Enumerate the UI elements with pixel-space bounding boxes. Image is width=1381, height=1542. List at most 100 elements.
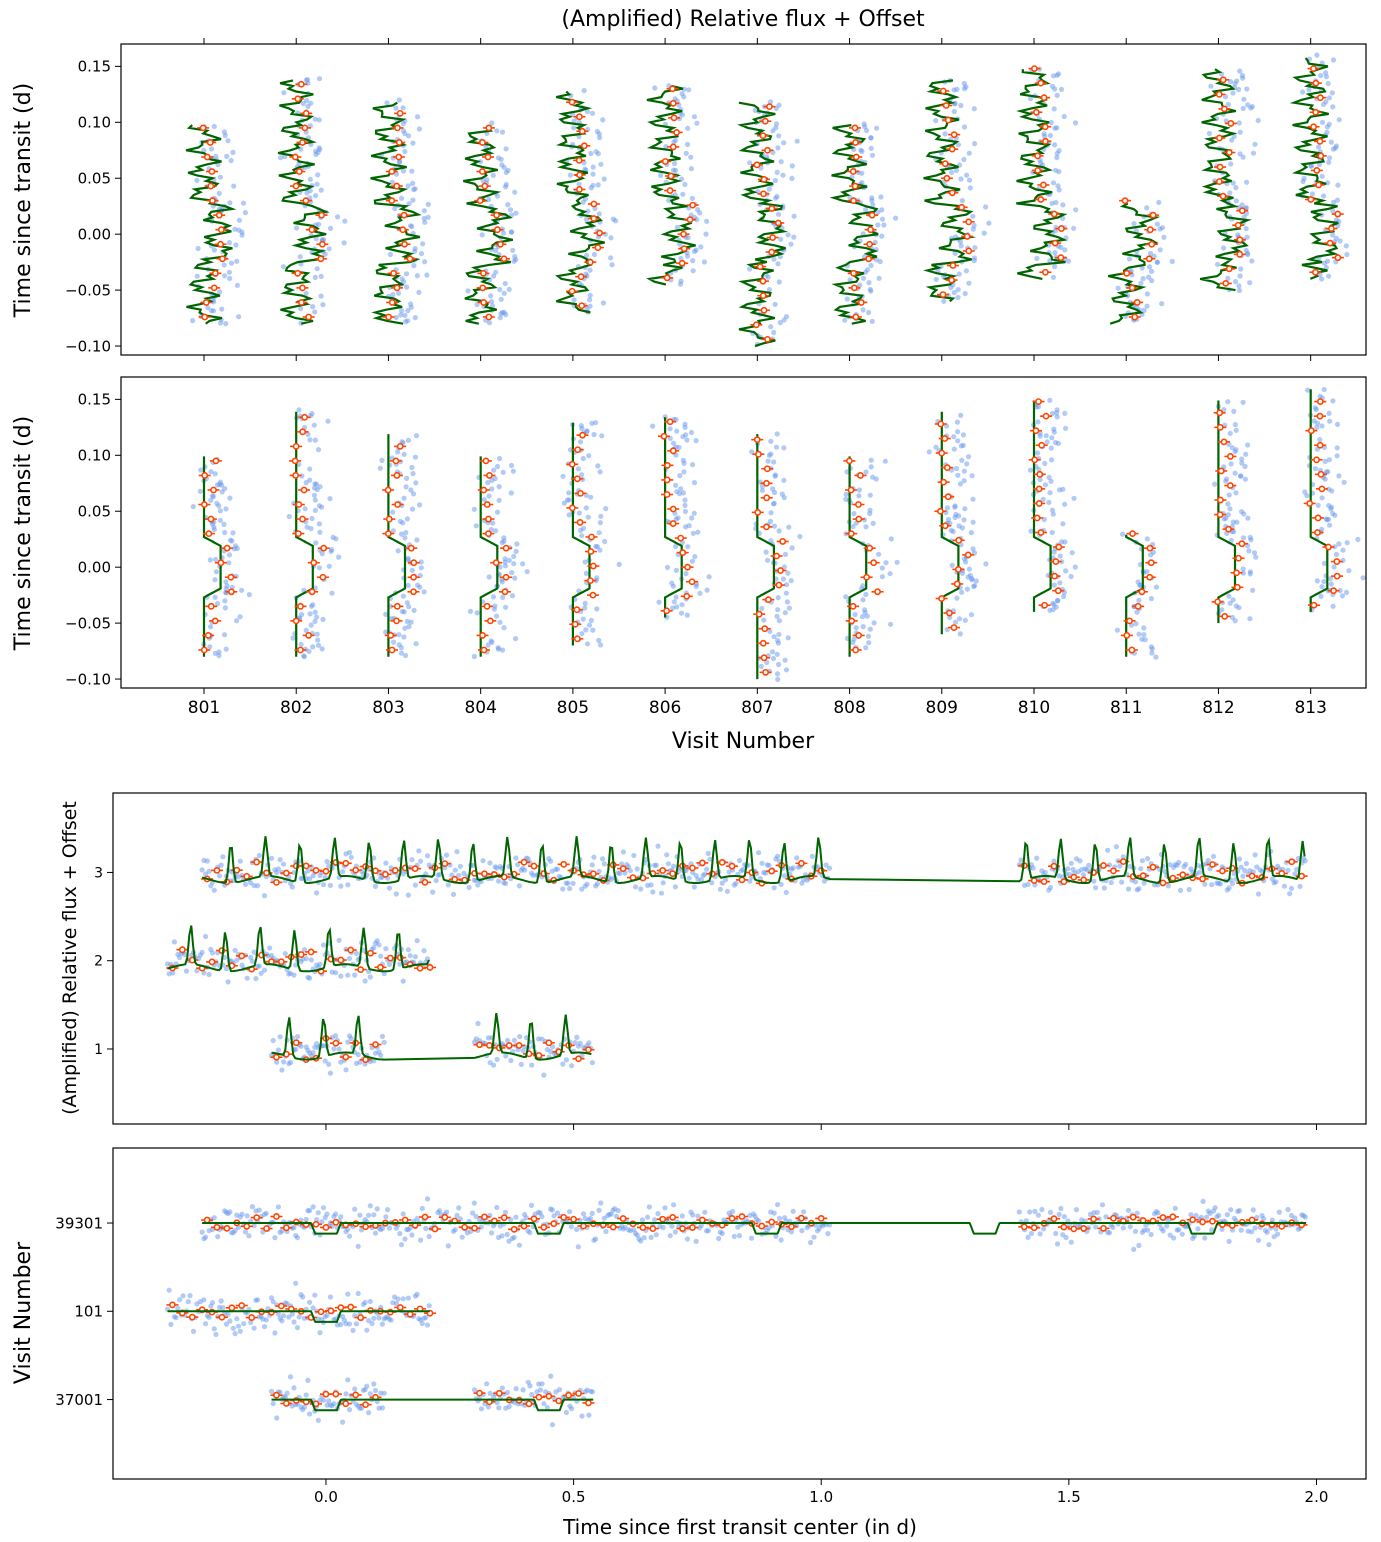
p4-point [1250, 1207, 1256, 1213]
p1-point [1144, 303, 1150, 309]
p3-point [1077, 858, 1083, 864]
p1-point [842, 317, 848, 323]
p2-binned-point [775, 581, 783, 589]
p3-point [1051, 858, 1057, 864]
p4-point [528, 1202, 535, 1208]
p3-point [560, 1061, 566, 1067]
p1-binned-point [1326, 239, 1334, 247]
p2-point [688, 429, 695, 436]
p2-binned-point [492, 559, 500, 567]
p3-point [516, 883, 523, 889]
p3-point [1047, 884, 1054, 891]
p2-point [396, 642, 402, 648]
p4-point [1302, 1214, 1308, 1220]
p2-point [1048, 445, 1054, 451]
p2-xtick-label: 808 [833, 698, 865, 718]
p2-point [493, 613, 500, 619]
p4-binned-point [1169, 1213, 1177, 1221]
p2-point [682, 502, 688, 508]
p2-point [223, 506, 229, 512]
p3-point [466, 884, 472, 891]
p2-point [1060, 521, 1066, 527]
p3-binned-point [1169, 874, 1177, 882]
p1-point [1330, 208, 1336, 214]
p4-point [811, 1234, 817, 1240]
p3-point [372, 883, 379, 890]
p4-binned-point [243, 1222, 251, 1230]
p2-point [1232, 470, 1238, 476]
p4-point [263, 1317, 269, 1323]
p1-point [567, 172, 574, 178]
p4-point [1160, 1228, 1166, 1234]
p2-binned-point [210, 486, 217, 494]
p4-point [418, 1237, 424, 1243]
p4-binned-point [362, 1223, 369, 1231]
p2-point [1049, 435, 1055, 441]
p3-point [783, 889, 789, 896]
p1-point [233, 242, 239, 248]
p2-binned-point [1146, 573, 1154, 581]
p2-point [957, 481, 964, 487]
p4-point [307, 1208, 313, 1214]
p4-point [393, 1301, 399, 1307]
p1-point [315, 172, 321, 178]
p2-binned-point [937, 507, 944, 515]
p4-point [773, 1233, 779, 1239]
p1-binned-point [943, 174, 951, 182]
p4-binned-point [1050, 1215, 1058, 1223]
p3-point [317, 961, 323, 967]
p1-point [221, 129, 227, 135]
p4-binned-point [248, 1314, 256, 1321]
p1-point [316, 145, 322, 151]
p1-point [281, 90, 287, 96]
p1-binned-point [395, 153, 403, 161]
p3-point [643, 856, 649, 863]
p1-binned-point [865, 255, 873, 263]
p3-point [234, 957, 240, 963]
p4-point [237, 1328, 243, 1334]
p4-point [310, 1305, 316, 1311]
p3-binned-point [302, 862, 310, 870]
p4-point [596, 1207, 602, 1213]
p4-point [345, 1377, 351, 1383]
p1-binned-point [667, 172, 675, 180]
p3-binned-point [585, 1046, 592, 1054]
p3-point [170, 970, 176, 976]
p2-point [690, 462, 696, 468]
p1-point [208, 308, 214, 314]
p2-point [329, 590, 335, 596]
p1-binned-point [568, 287, 576, 295]
p2-binned-point [761, 625, 769, 633]
p1-point [685, 125, 691, 131]
p2-point [870, 520, 876, 527]
p1-point [694, 120, 700, 126]
p2-point [520, 561, 526, 567]
p3-point [416, 848, 422, 854]
p2-point [237, 614, 243, 620]
p3-point [579, 886, 585, 892]
p1-point [326, 246, 332, 252]
p4-binned-point [228, 1304, 236, 1312]
p2-binned-point [1214, 598, 1222, 606]
p2-point [677, 473, 683, 479]
p2-point [1150, 549, 1156, 556]
p2-point [1355, 536, 1361, 543]
p1-point [1243, 226, 1249, 232]
p1-point [776, 133, 782, 139]
p1-point [778, 236, 784, 242]
p1-binned-point [480, 299, 488, 306]
p1-point [652, 85, 658, 91]
p2-point [1069, 550, 1075, 556]
p2-point [765, 458, 771, 464]
p1-point [581, 160, 587, 166]
p4-point [424, 1196, 431, 1202]
p4-point [379, 1321, 385, 1327]
panel-2: −0.10−0.050.000.050.100.15 801 802 803 804 8… [11, 376, 1367, 754]
p1-point [217, 289, 223, 295]
p1-binned-point [965, 247, 973, 255]
p2-visit-801 [190, 456, 252, 659]
p1-point [1326, 95, 1332, 101]
p1-binned-point [1040, 94, 1048, 102]
p2-binned-point [964, 551, 972, 559]
p1-point [1330, 57, 1337, 63]
